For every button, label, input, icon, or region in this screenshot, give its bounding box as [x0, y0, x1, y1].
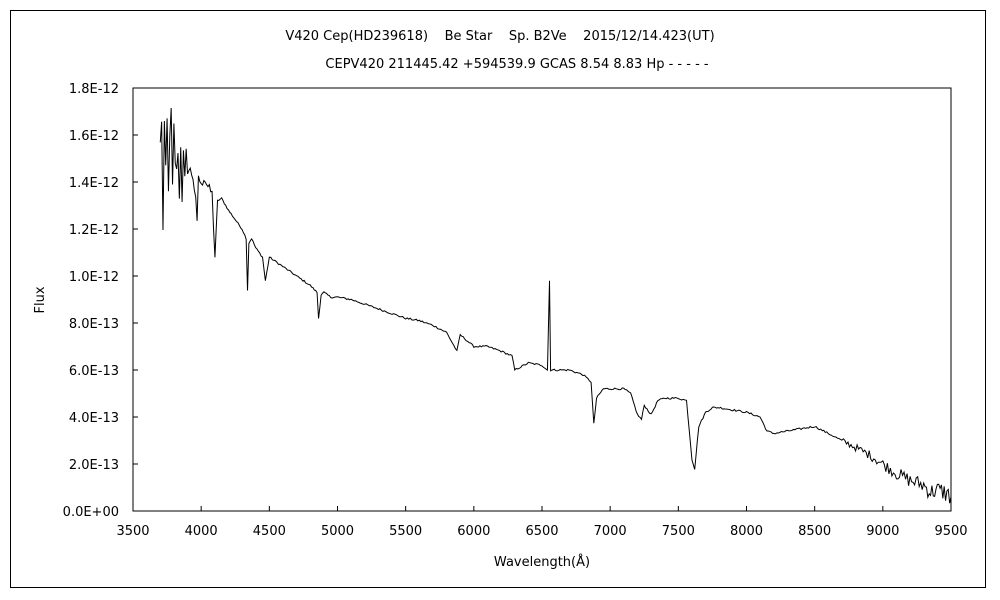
chart-subtitle: CEPV420 211445.42 +594539.9 GCAS 8.54 8.… — [325, 57, 708, 72]
plot-area — [132, 87, 952, 512]
chart-frame — [10, 10, 986, 588]
x-tick-label: 6000 — [457, 524, 490, 539]
y-tick-label: 4.0E-13 — [69, 411, 119, 426]
x-tick-label: 4500 — [253, 524, 286, 539]
x-tick-label: 5000 — [321, 524, 354, 539]
y-tick-label: 1.0E-12 — [69, 270, 119, 285]
x-tick-label: 8500 — [798, 524, 831, 539]
y-tick-label: 0.0E+00 — [63, 505, 119, 520]
y-tick-label: 1.8E-12 — [69, 82, 119, 97]
x-tick-label: 5500 — [389, 524, 422, 539]
x-axis-label: Wavelength(Å) — [494, 554, 590, 570]
series-layer — [159, 107, 952, 504]
y-axis-ticks: 0.0E+00 2.0E-13 4.0E-13 6.0E-13 8.0E-13 1.0E-… — [63, 82, 138, 520]
spectrum-line — [159, 107, 952, 504]
y-tick-label: 1.2E-12 — [69, 223, 119, 238]
y-tick-label: 2.0E-13 — [69, 458, 119, 473]
x-tick-label: 7500 — [662, 524, 695, 539]
y-tick-label: 8.0E-13 — [69, 317, 119, 332]
x-tick-label: 9500 — [934, 524, 967, 539]
x-tick-label: 8000 — [730, 524, 763, 539]
chart-title: V420 Cep(HD239618) Be Star Sp. B2Ve 2015… — [285, 29, 714, 44]
x-tick-label: 4000 — [185, 524, 218, 539]
y-axis-label: Flux — [33, 286, 48, 313]
x-tick-label: 6500 — [525, 524, 558, 539]
y-tick-label: 1.6E-12 — [69, 129, 119, 144]
x-tick-label: 7000 — [594, 524, 627, 539]
x-tick-label: 9000 — [866, 524, 899, 539]
x-axis-ticks: 3500 4000 4500 5000 5500 6000 6500 7000 7500 8000… — [116, 506, 968, 539]
y-tick-label: 6.0E-13 — [69, 364, 119, 379]
x-tick-label: 3500 — [116, 524, 149, 539]
y-tick-label: 1.4E-12 — [69, 176, 119, 191]
